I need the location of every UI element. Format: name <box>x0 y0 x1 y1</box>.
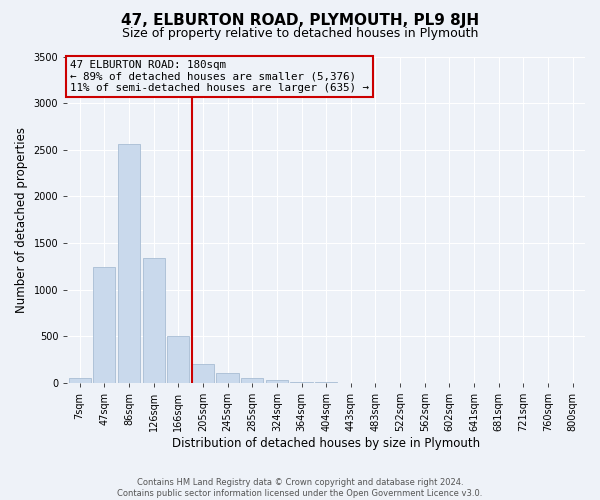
Bar <box>217 372 239 383</box>
Bar <box>167 336 190 383</box>
X-axis label: Distribution of detached houses by size in Plymouth: Distribution of detached houses by size … <box>172 437 480 450</box>
Bar <box>192 364 214 383</box>
Text: Contains HM Land Registry data © Crown copyright and database right 2024.
Contai: Contains HM Land Registry data © Crown c… <box>118 478 482 498</box>
Bar <box>143 258 165 383</box>
Bar <box>118 144 140 383</box>
Y-axis label: Number of detached properties: Number of detached properties <box>15 126 28 312</box>
Bar <box>266 380 288 383</box>
Text: 47 ELBURTON ROAD: 180sqm
← 89% of detached houses are smaller (5,376)
11% of sem: 47 ELBURTON ROAD: 180sqm ← 89% of detach… <box>70 60 369 93</box>
Bar <box>68 378 91 383</box>
Text: 47, ELBURTON ROAD, PLYMOUTH, PL9 8JH: 47, ELBURTON ROAD, PLYMOUTH, PL9 8JH <box>121 12 479 28</box>
Bar <box>93 268 115 383</box>
Bar <box>290 382 313 383</box>
Bar <box>241 378 263 383</box>
Text: Size of property relative to detached houses in Plymouth: Size of property relative to detached ho… <box>122 28 478 40</box>
